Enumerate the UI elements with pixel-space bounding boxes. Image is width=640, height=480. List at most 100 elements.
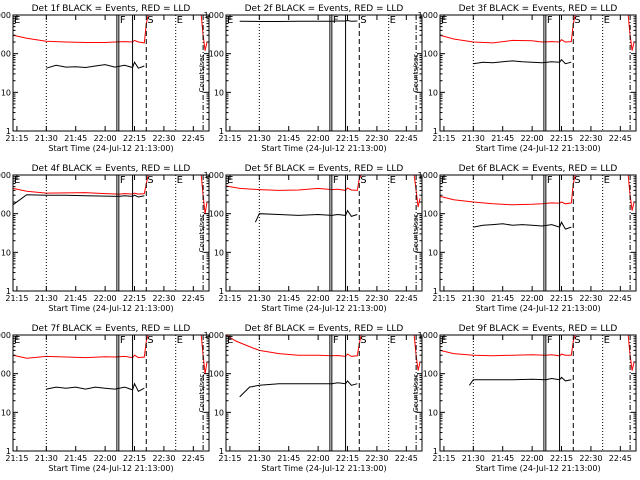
y-tick-label: 10	[428, 88, 438, 97]
y-tick-label: 1	[219, 287, 224, 296]
y-axis-label: Counts/sec	[198, 214, 206, 253]
y-tick-label: 10	[1, 248, 11, 257]
y-tick-label: 10	[428, 248, 438, 257]
flag-label: E	[14, 15, 20, 26]
x-axis-label: Start Time (24-Jul-12 21:13:00)	[48, 464, 173, 473]
x-axis-label: Start Time (24-Jul-12 21:13:00)	[261, 464, 386, 473]
x-tick-label: 22:30	[152, 294, 175, 303]
flag-label: S	[147, 175, 153, 186]
lld-series-line	[440, 175, 635, 211]
y-tick-label: 1	[219, 127, 224, 136]
panel-title: Det 4f BLACK = Events, RED = LLD	[32, 164, 191, 174]
x-tick-label: 22:45	[395, 294, 418, 303]
panel-det-7: Det 7f BLACK = Events, RED = LLDEFSE1101…	[0, 324, 210, 473]
x-tick-label: 22:15	[123, 294, 146, 303]
events-series-line	[473, 221, 572, 230]
flag-label: S	[360, 15, 366, 26]
events-series-line	[46, 61, 145, 69]
x-tick-label: 22:00	[307, 294, 330, 303]
flag-label: F	[547, 335, 553, 346]
y-tick-label: 1000	[0, 331, 11, 340]
flag-label: E	[441, 175, 447, 186]
y-axis-label: Counts/sec	[198, 54, 206, 93]
y-axis-label: Counts/sec	[412, 54, 420, 93]
x-tick-label: 21:30	[35, 134, 58, 143]
x-axis-label: Start Time (24-Jul-12 21:13:00)	[48, 144, 173, 153]
panel-det-1: Det 1f BLACK = Events, RED = LLDEFSE1101…	[0, 4, 210, 153]
x-tick-label: 22:00	[94, 454, 117, 463]
x-tick-label: 22:00	[94, 294, 117, 303]
x-tick-label: 22:00	[307, 454, 330, 463]
y-axis-label: Counts/sec	[412, 214, 420, 253]
lld-series-line	[13, 175, 208, 214]
panel-title: Det 7f BLACK = Events, RED = LLD	[32, 324, 191, 334]
flag-label: E	[177, 175, 183, 186]
y-tick-label: 1	[6, 127, 11, 136]
flag-label: F	[120, 335, 126, 346]
x-tick-label: 21:15	[218, 454, 241, 463]
x-axis-label: Start Time (24-Jul-12 21:13:00)	[48, 304, 173, 313]
x-tick-label: 22:15	[550, 134, 573, 143]
x-tick-label: 21:15	[218, 134, 241, 143]
y-tick-label: 1000	[418, 331, 438, 340]
x-tick-label: 21:45	[277, 454, 300, 463]
y-tick-label: 1	[6, 447, 11, 456]
x-tick-label: 21:30	[462, 294, 485, 303]
x-axis-label: Start Time (24-Jul-12 21:13:00)	[475, 464, 600, 473]
events-series-line	[239, 380, 358, 398]
x-tick-label: 21:15	[218, 294, 241, 303]
panel-title: Det 2f BLACK = Events, RED = LLD	[245, 4, 404, 14]
panel-title: Det 3f BLACK = Events, RED = LLD	[459, 4, 618, 14]
x-tick-label: 22:00	[94, 134, 117, 143]
flag-label: E	[604, 15, 610, 26]
flag-label: E	[14, 175, 20, 186]
plot-frame	[439, 174, 637, 292]
events-series-line	[473, 58, 572, 65]
y-axis-label: Counts/sec	[198, 374, 206, 413]
y-tick-label: 100	[209, 50, 224, 59]
flag-label: E	[390, 335, 396, 346]
x-tick-label: 21:45	[64, 134, 87, 143]
x-tick-label: 22:00	[521, 294, 544, 303]
y-tick-label: 1000	[0, 171, 11, 180]
lld-series-line	[13, 15, 208, 51]
plot-frame	[12, 14, 210, 132]
x-tick-label: 21:45	[64, 294, 87, 303]
events-series-line	[468, 376, 572, 386]
x-tick-label: 22:30	[579, 454, 602, 463]
x-axis-label: Start Time (24-Jul-12 21:13:00)	[261, 304, 386, 313]
x-tick-label: 21:45	[491, 294, 514, 303]
panel-det-4: Det 4f BLACK = Events, RED = LLDEFSE1101…	[0, 164, 210, 313]
y-tick-label: 100	[423, 50, 438, 59]
plot-frame	[439, 14, 637, 132]
x-axis-label: Start Time (24-Jul-12 21:13:00)	[475, 304, 600, 313]
x-tick-label: 22:45	[609, 134, 632, 143]
x-tick-label: 21:45	[277, 294, 300, 303]
y-tick-label: 100	[0, 210, 11, 219]
x-tick-label: 21:45	[491, 134, 514, 143]
x-tick-label: 22:45	[609, 454, 632, 463]
y-tick-label: 100	[209, 210, 224, 219]
plot-frame	[225, 14, 423, 132]
flag-label: S	[360, 335, 366, 346]
x-tick-label: 22:15	[336, 134, 359, 143]
x-tick-label: 22:45	[395, 454, 418, 463]
x-tick-label: 22:15	[336, 454, 359, 463]
flag-label: E	[604, 175, 610, 186]
y-tick-label: 1000	[204, 171, 224, 180]
flag-label: E	[390, 15, 396, 26]
y-tick-label: 1000	[418, 171, 438, 180]
y-tick-label: 10	[428, 408, 438, 417]
y-tick-label: 10	[1, 408, 11, 417]
flag-label: E	[177, 335, 183, 346]
flag-label: E	[227, 15, 233, 26]
y-tick-label: 100	[0, 50, 11, 59]
events-series-line	[13, 194, 145, 206]
y-tick-label: 100	[0, 370, 11, 379]
panel-title: Det 8f BLACK = Events, RED = LLD	[245, 324, 404, 334]
